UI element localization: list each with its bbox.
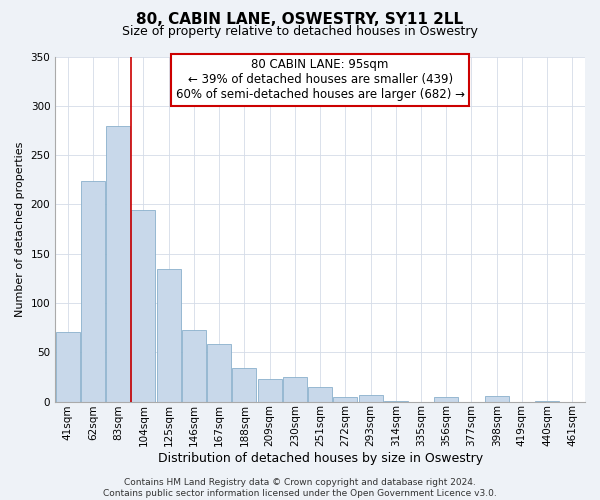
Bar (334, 396, 357, 402)
Bar (157, 270, 181, 402)
Bar (384, 400, 408, 402)
Text: 80 CABIN LANE: 95sqm
← 39% of detached houses are smaller (439)
60% of semi-deta: 80 CABIN LANE: 95sqm ← 39% of detached h… (176, 58, 464, 101)
Bar (56, 332, 80, 402)
Bar (131, 210, 155, 402)
Bar (535, 400, 559, 402)
Bar (308, 387, 332, 402)
Bar (434, 396, 458, 402)
X-axis label: Distribution of detached houses by size in Oswestry: Distribution of detached houses by size … (158, 452, 482, 465)
Bar (359, 394, 383, 402)
Bar (106, 126, 130, 402)
Text: Size of property relative to detached houses in Oswestry: Size of property relative to detached ho… (122, 25, 478, 38)
Bar (232, 368, 256, 402)
Bar (207, 344, 231, 402)
Bar (182, 330, 206, 402)
Y-axis label: Number of detached properties: Number of detached properties (15, 142, 25, 316)
Bar (81, 180, 105, 402)
Text: Contains HM Land Registry data © Crown copyright and database right 2024.
Contai: Contains HM Land Registry data © Crown c… (103, 478, 497, 498)
Text: 80, CABIN LANE, OSWESTRY, SY11 2LL: 80, CABIN LANE, OSWESTRY, SY11 2LL (136, 12, 464, 28)
Bar (485, 396, 509, 402)
Bar (283, 377, 307, 402)
Bar (257, 379, 281, 402)
